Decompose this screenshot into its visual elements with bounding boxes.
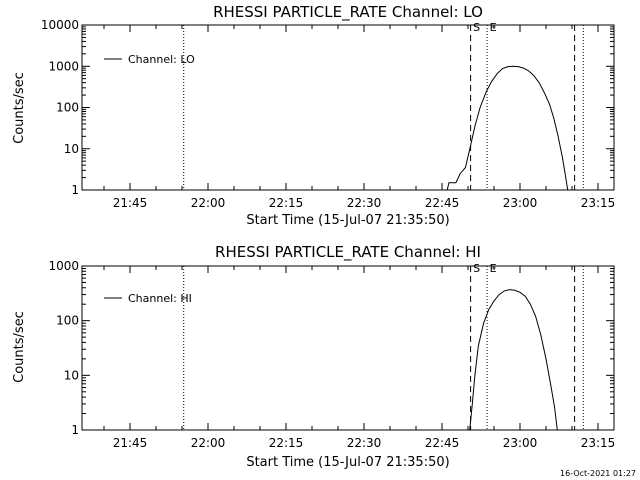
footer-timestamp: 16-Oct-2021 01:27 [560,469,636,478]
panel-hi-y-tick-label: 1000 [48,259,79,273]
panel-lo-x-tick-label: 22:45 [425,196,460,210]
panel-hi-series-line [469,289,558,431]
panel-hi-title: RHESSI PARTICLE_RATE Channel: HI [215,243,481,262]
panel-hi-vline-label: E [490,262,497,275]
panel-lo-series-line [446,65,569,191]
panel-hi: RHESSI PARTICLE_RATE Channel: HI Start T… [12,243,615,470]
panel-lo-y-tick-label: 1 [71,183,79,197]
panel-lo-x-tick-label: 22:30 [347,196,382,210]
panel-hi-x-tick-label: 22:15 [269,436,304,450]
panel-lo-x-tick-label: 22:00 [191,196,226,210]
panel-lo-y-tick-label: 100 [56,101,79,115]
panel-lo-x-ticks: 21:45 22:00 22:15 22:30 22:45 23:00 23:15 [103,25,616,210]
panel-lo-xlabel: Start Time (15-Jul-07 21:35:50) [246,213,449,228]
panel-lo-legend-label: Channel: LO [128,53,195,66]
panel-lo-ylabel: Counts/sec [12,72,27,144]
panel-lo-y-tick-label: 1000 [48,59,79,73]
panel-hi-y-tick-label: 10 [64,368,79,382]
panel-hi-x-tick-label: 23:15 [581,436,616,450]
panel-lo-title: RHESSI PARTICLE_RATE Channel: LO [213,3,483,22]
panel-lo-vline-label: E [490,21,497,34]
panel-lo-x-tick-label: 21:45 [113,196,148,210]
panel-hi-series [469,289,558,431]
panel-hi-legend: Channel: HI [104,292,192,305]
panel-lo-y-tick-label: 10000 [41,18,79,32]
panel-lo-y-tick-label: 10 [64,142,79,156]
panel-lo-vline-label: S [473,21,480,34]
panel-hi-x-tick-label: 22:30 [347,436,382,450]
panel-lo-x-tick-label: 22:15 [269,196,304,210]
panel-lo-x-tick-label: 23:15 [581,196,616,210]
panel-hi-y-ticks: 1 10 100 1000 [48,259,614,437]
panel-hi-y-tick-label: 100 [56,314,79,328]
panel-hi-x-tick-label: 22:45 [425,436,460,450]
panel-lo-x-tick-label: 23:00 [503,196,538,210]
panel-lo-series [446,65,569,191]
panel-hi-vline-label: S [473,262,480,275]
panel-hi-x-ticks: 21:45 22:00 22:15 22:30 22:45 23:00 23:15 [103,266,616,450]
panel-hi-plot-frame [81,265,615,431]
panel-hi-x-tick-label: 22:00 [191,436,226,450]
panel-hi-x-tick-label: 21:45 [113,436,148,450]
panel-lo: RHESSI PARTICLE_RATE Channel: LO Start T… [12,3,615,228]
panel-hi-ylabel: Counts/sec [12,311,27,383]
panel-hi-x-tick-label: 23:00 [503,436,538,450]
panel-lo-legend: Channel: LO [104,53,195,66]
panel-lo-y-ticks: 1 10 100 1000 10000 [41,18,614,197]
panel-hi-legend-label: Channel: HI [128,292,192,305]
panel-hi-xlabel: Start Time (15-Jul-07 21:35:50) [246,455,449,470]
panel-hi-y-tick-label: 1 [71,423,79,437]
